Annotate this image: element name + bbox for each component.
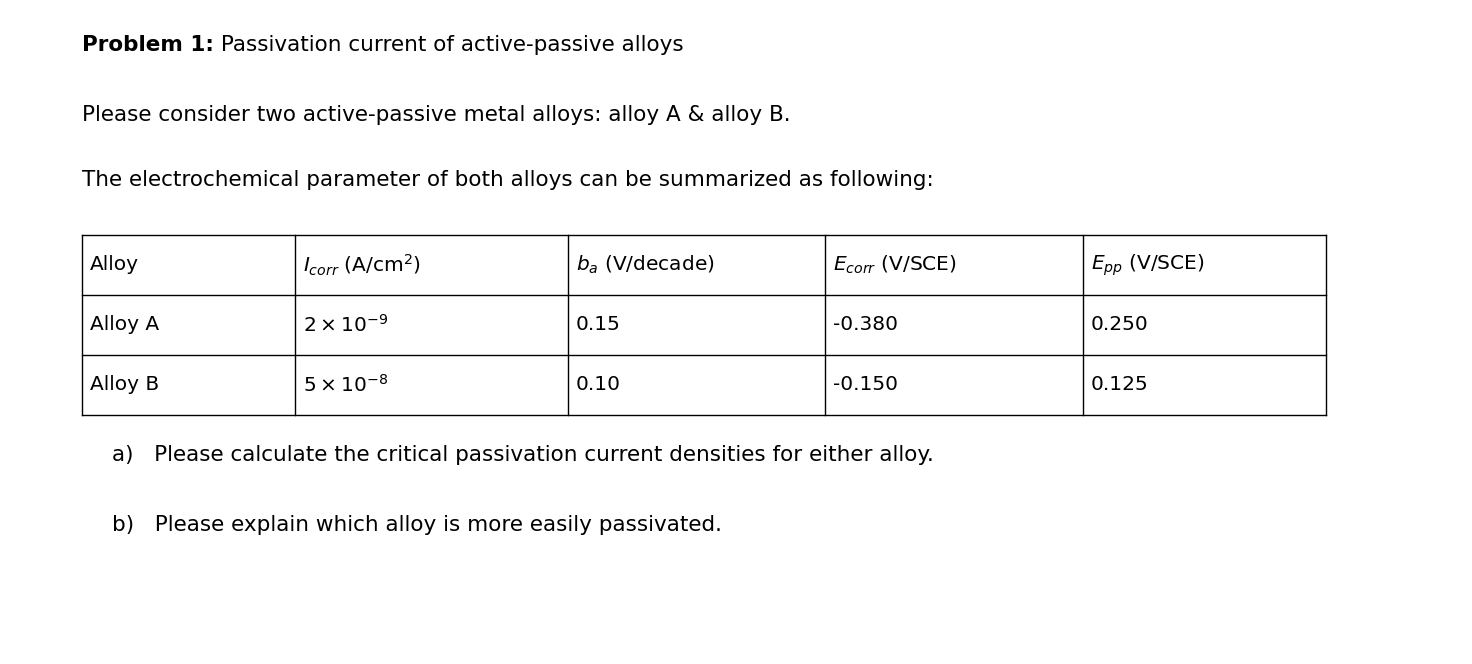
- Text: Passivation current of active-passive alloys: Passivation current of active-passive al…: [213, 35, 683, 55]
- Text: $5 \times 10^{-8}$: $5 \times 10^{-8}$: [303, 374, 389, 396]
- Text: 0.125: 0.125: [1091, 376, 1148, 394]
- Text: $E_{corr}$ (V/SCE): $E_{corr}$ (V/SCE): [833, 254, 957, 276]
- Text: Alloy B: Alloy B: [90, 376, 159, 394]
- Text: Please consider two active-passive metal alloys: alloy A & alloy B.: Please consider two active-passive metal…: [82, 105, 790, 125]
- Text: $2 \times 10^{-9}$: $2 \times 10^{-9}$: [303, 314, 389, 336]
- Text: b)   Please explain which alloy is more easily passivated.: b) Please explain which alloy is more ea…: [112, 515, 721, 535]
- Text: Problem 1:: Problem 1:: [82, 35, 213, 55]
- Text: 0.250: 0.250: [1091, 315, 1148, 335]
- Text: $b_a$ (V/decade): $b_a$ (V/decade): [576, 254, 714, 276]
- Text: The electrochemical parameter of both alloys can be summarized as following:: The electrochemical parameter of both al…: [82, 170, 933, 190]
- Text: Alloy A: Alloy A: [90, 315, 159, 335]
- Text: 0.10: 0.10: [576, 376, 621, 394]
- Text: $I_{corr}$ (A/cm$^2$): $I_{corr}$ (A/cm$^2$): [303, 252, 421, 278]
- Text: $E_{pp}$ (V/SCE): $E_{pp}$ (V/SCE): [1091, 252, 1204, 278]
- Text: a)   Please calculate the critical passivation current densities for either allo: a) Please calculate the critical passiva…: [112, 445, 933, 465]
- Text: 0.15: 0.15: [576, 315, 621, 335]
- Text: Alloy: Alloy: [90, 256, 138, 274]
- Text: -0.150: -0.150: [833, 376, 898, 394]
- Text: -0.380: -0.380: [833, 315, 898, 335]
